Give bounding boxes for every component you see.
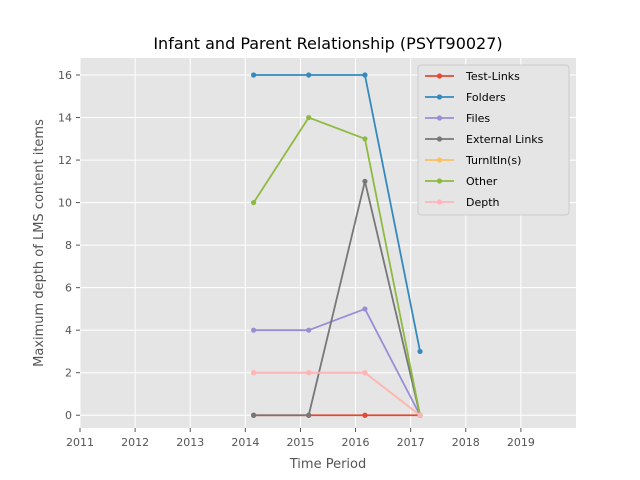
data-point-other xyxy=(306,114,312,121)
y-tick-label: 0 xyxy=(65,409,72,422)
data-point-files xyxy=(362,306,368,312)
legend-item-other: Other xyxy=(425,175,498,188)
y-tick-label: 14 xyxy=(58,112,72,125)
legend-label: Other xyxy=(466,175,498,188)
data-point-files xyxy=(251,327,257,333)
ticks: 2011 2012 2013 2014 2015 2016 2017 2018 2019 0 2 4 6… xyxy=(58,69,535,449)
data-point-depth xyxy=(306,370,312,376)
legend-label: TurnItIn(s) xyxy=(465,154,521,167)
x-tick-label: 2019 xyxy=(507,436,535,449)
legend-label: External Links xyxy=(466,133,544,146)
legend-item-turnitin-s: TurnItIn(s) xyxy=(425,154,521,167)
y-tick-label: 4 xyxy=(65,324,72,337)
y-tick-label: 2 xyxy=(65,367,72,380)
legend-label: Test-Links xyxy=(465,70,520,83)
legend-label: Depth xyxy=(466,196,500,209)
data-point-external-links xyxy=(306,412,312,418)
y-axis-label: Maximum depth of LMS content items xyxy=(32,119,47,367)
data-point-folders xyxy=(417,348,423,355)
data-point-files xyxy=(306,327,312,333)
chart-title: Infant and Parent Relationship (PSYT9002… xyxy=(153,34,502,53)
data-point-folders xyxy=(362,72,368,78)
legend-item-files: Files xyxy=(425,112,490,125)
legend-item-depth: Depth xyxy=(425,196,500,209)
y-tick-label: 12 xyxy=(58,154,72,167)
series-line-external-links xyxy=(253,180,421,417)
legend-box xyxy=(417,64,570,216)
series-line-depth xyxy=(253,371,421,416)
series-depth xyxy=(251,370,423,418)
data-point-depth xyxy=(251,370,257,376)
x-tick-label: 2017 xyxy=(397,436,425,449)
series-lines xyxy=(251,72,423,418)
x-tick-label: 2012 xyxy=(121,436,149,449)
y-tick-label: 16 xyxy=(58,69,72,82)
data-point-other xyxy=(251,199,257,206)
x-axis-label: Time Period xyxy=(289,457,366,472)
x-tick-label: 2013 xyxy=(176,436,204,449)
data-point-external-links xyxy=(251,412,257,418)
y-tick-label: 6 xyxy=(65,282,72,295)
data-point-folders xyxy=(251,72,257,78)
legend-marker xyxy=(436,73,443,79)
legend: Test-Links Folders Files External Links Turn… xyxy=(417,64,570,216)
y-tick-label: 8 xyxy=(65,239,72,252)
data-point-external-links xyxy=(362,178,368,184)
series-line-other xyxy=(252,116,421,416)
data-point-depth xyxy=(362,370,368,376)
legend-marker xyxy=(436,115,443,121)
legend-item-external-links: External Links xyxy=(425,133,544,146)
legend-marker xyxy=(436,199,443,205)
x-tick-label: 2016 xyxy=(342,436,370,449)
legend-item-test-links: Test-Links xyxy=(425,70,520,83)
data-point-folders xyxy=(306,72,312,78)
data-point-depth xyxy=(417,412,423,418)
y-tick-label: 10 xyxy=(58,197,72,210)
legend-marker xyxy=(436,94,443,100)
x-tick-label: 2014 xyxy=(231,436,259,449)
legend-marker xyxy=(436,178,443,184)
legend-marker xyxy=(436,157,443,163)
x-tick-label: 2018 xyxy=(452,436,480,449)
legend-label: Files xyxy=(466,112,490,125)
data-point-test-links xyxy=(362,412,368,418)
series-folders xyxy=(251,72,423,355)
legend-item-folders: Folders xyxy=(425,91,506,104)
data-point-other xyxy=(362,136,368,142)
series-line-folders xyxy=(253,74,421,352)
x-tick-label: 2015 xyxy=(286,436,314,449)
x-tick-label: 2011 xyxy=(66,436,94,449)
legend-label: Folders xyxy=(466,91,506,104)
legend-marker xyxy=(436,136,443,142)
series-line-files xyxy=(253,308,421,416)
